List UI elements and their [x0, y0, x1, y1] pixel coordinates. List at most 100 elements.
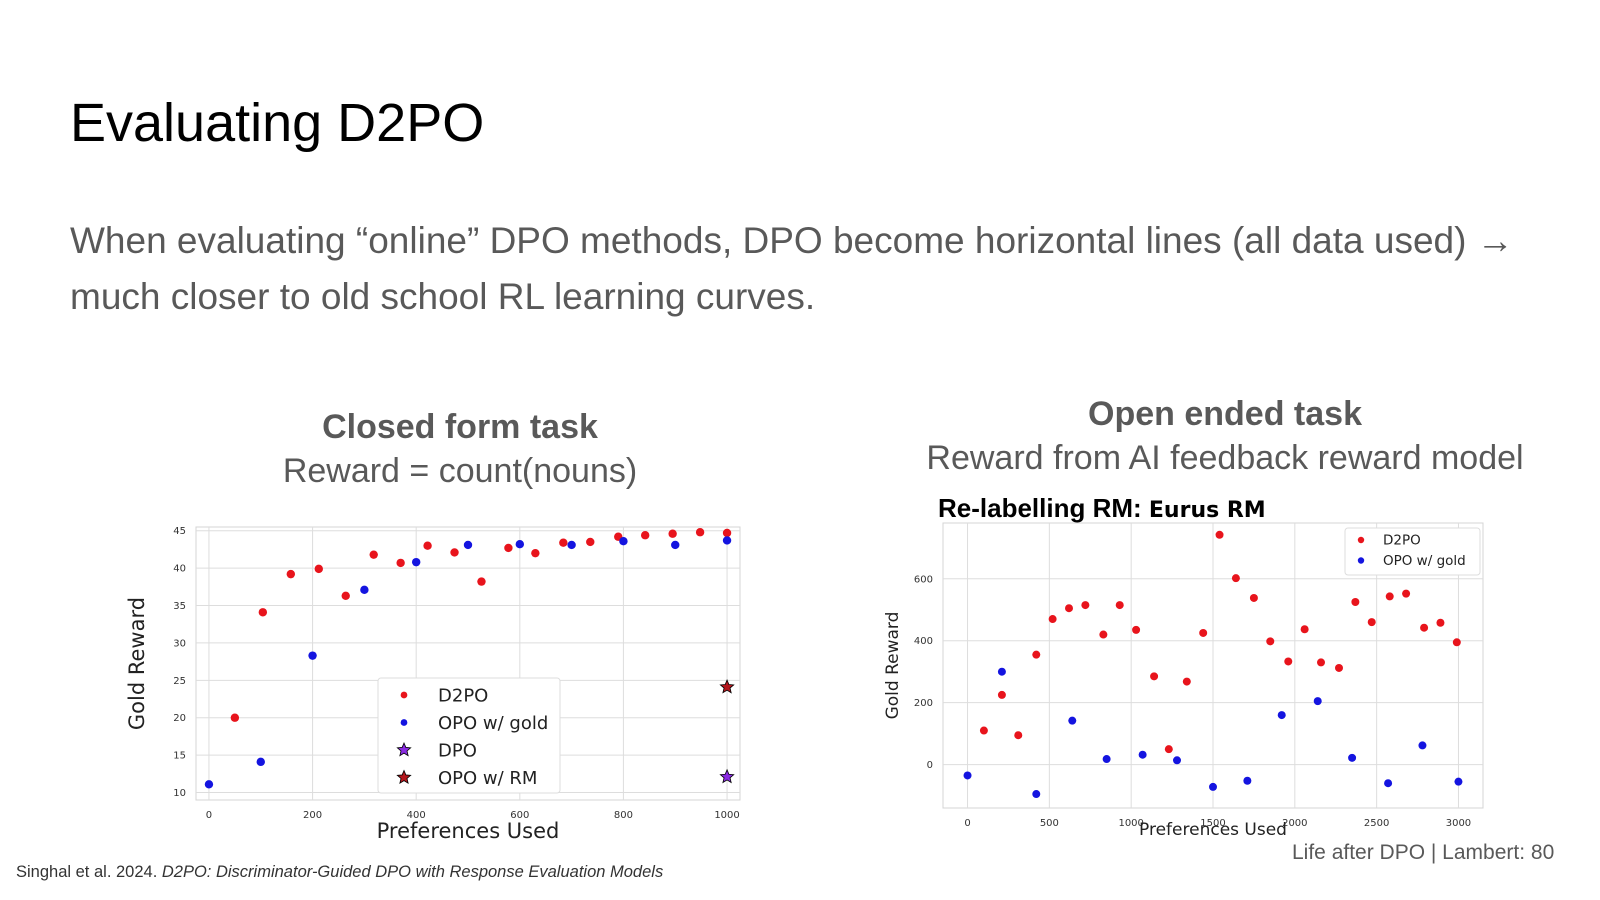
x-tick-label: 1000	[1118, 818, 1143, 829]
data-point	[1418, 741, 1427, 750]
data-point	[1348, 753, 1357, 762]
data-point	[1454, 777, 1463, 786]
data-point	[230, 713, 240, 722]
data-point	[1115, 601, 1124, 610]
data-point	[396, 558, 405, 568]
data-point	[1132, 625, 1141, 634]
y-tick-label: 25	[173, 676, 186, 687]
data-point	[1351, 597, 1360, 606]
data-point	[1215, 530, 1224, 539]
y-tick-label: 40	[173, 564, 186, 575]
x-tick-label: 1500	[1200, 818, 1225, 829]
data-point	[640, 531, 650, 540]
data-point	[515, 540, 525, 549]
x-tick-label: 500	[1040, 818, 1059, 829]
x-tick-label: 800	[614, 810, 633, 821]
data-point	[671, 540, 680, 550]
data-point	[1243, 776, 1252, 785]
legend-label: D2PO	[1383, 533, 1421, 549]
data-point	[1150, 672, 1159, 681]
data-point	[1317, 658, 1325, 667]
legend-marker-star	[396, 741, 412, 757]
data-point	[1032, 650, 1041, 659]
right-heading-title: Open ended task	[1088, 395, 1362, 433]
data-point	[1102, 755, 1111, 764]
data-point	[1420, 623, 1429, 632]
legend-marker	[400, 691, 408, 699]
data-point	[504, 543, 513, 553]
data-point	[1032, 790, 1041, 799]
y-tick-label: 600	[914, 574, 933, 585]
legend-box	[1344, 527, 1481, 576]
data-point	[1138, 750, 1147, 759]
data-point	[1099, 630, 1108, 639]
data-point	[450, 548, 459, 557]
x-tick-label: 200	[303, 810, 322, 821]
y-tick-label: 10	[173, 788, 186, 799]
citation-title: D2PO: Discriminator-Guided DPO with Resp…	[161, 863, 664, 881]
data-point	[567, 540, 576, 550]
data-point	[1173, 756, 1181, 765]
left-chart-heading: Closed form task Reward = count(nouns)	[220, 405, 700, 493]
y-tick-label: 45	[173, 526, 186, 537]
x-axis-label: Preferences Used	[1139, 820, 1287, 840]
data-point	[1436, 618, 1445, 627]
data-point	[695, 528, 705, 537]
relabel-model-name: Eurus RM	[1148, 498, 1266, 523]
data-point	[997, 690, 1006, 699]
x-tick-label: 1000	[714, 810, 739, 821]
data-point	[1231, 574, 1240, 583]
legend-label: OPO w/ gold	[1383, 553, 1466, 569]
right-chart-heading: Open ended task Reward from AI feedback …	[870, 392, 1580, 480]
data-point	[258, 608, 268, 617]
data-point	[423, 541, 432, 550]
data-point	[1266, 637, 1275, 646]
legend-marker-star	[396, 769, 412, 785]
data-point	[1199, 628, 1208, 637]
y-tick-label: 400	[914, 636, 933, 647]
data-point	[1402, 589, 1411, 598]
data-point	[1300, 625, 1309, 634]
legend-label: OPO w/ gold	[438, 713, 548, 734]
data-point	[559, 538, 568, 547]
relabel-rm-label: Re-labelling RM: Eurus RM	[938, 493, 1266, 524]
data-point	[1182, 677, 1191, 686]
y-tick-label: 200	[914, 698, 933, 709]
legend-label: DPO	[438, 740, 477, 761]
x-tick-label: 400	[407, 810, 426, 821]
right-heading-subtitle: Reward from AI feedback reward model	[926, 439, 1524, 477]
data-point	[1367, 618, 1376, 627]
data-point	[1048, 615, 1057, 624]
left-heading-title: Closed form task	[322, 408, 598, 446]
plot-area: 0 200 400 600 800 1000 10 15 20 25 30 35 40 45 Prefere…	[125, 526, 741, 843]
x-tick-label: 3000	[1446, 818, 1471, 829]
data-point	[314, 564, 323, 574]
data-point	[204, 780, 214, 789]
data-point	[1014, 731, 1023, 740]
data-point	[360, 585, 369, 595]
data-point	[308, 651, 317, 660]
data-point-star	[719, 768, 735, 784]
data-point	[997, 667, 1006, 676]
legend-marker	[1357, 557, 1365, 564]
left-heading-subtitle: Reward = count(nouns)	[282, 452, 638, 490]
citation: Singhal et al. 2024. D2PO: Discriminator…	[16, 863, 663, 882]
data-point	[341, 591, 350, 601]
slide-title: Evaluating D2PO	[70, 93, 485, 153]
data-point	[463, 540, 473, 550]
y-tick-label: 30	[173, 638, 186, 649]
data-point	[1385, 592, 1394, 601]
data-point	[531, 548, 540, 558]
data-point	[1384, 779, 1393, 788]
data-point	[1164, 745, 1173, 754]
data-point	[586, 537, 595, 547]
y-tick-label: 15	[173, 751, 186, 762]
x-axis-label: Preferences Used	[377, 819, 560, 843]
data-point	[1277, 711, 1286, 720]
x-tick-label: 2500	[1364, 818, 1389, 829]
slide-footer: Life after DPO | Lambert: 80	[1292, 841, 1555, 864]
data-point	[1313, 697, 1322, 706]
data-point	[668, 529, 677, 538]
legend-marker	[400, 719, 408, 726]
